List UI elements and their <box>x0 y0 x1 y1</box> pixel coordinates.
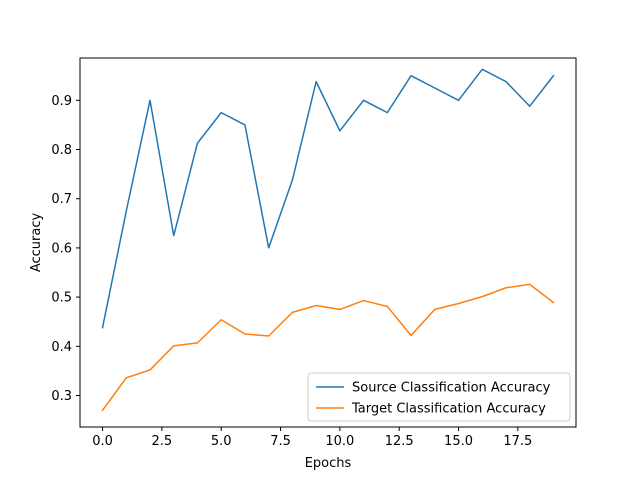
legend-box <box>307 372 571 422</box>
x-tick-label: 10.0 <box>325 434 354 449</box>
x-tick-label: 17.5 <box>503 434 532 449</box>
y-tick-label: 0.6 <box>51 241 72 256</box>
legend-label-1: Target Classification Accuracy <box>351 402 546 417</box>
series-line-0 <box>101 68 555 329</box>
y-axis: 0.3 0.4 0.5 0.6 0.7 0.8 0.9 <box>51 94 80 404</box>
y-tick-label: 0.3 <box>51 389 72 404</box>
y-tick-label: 0.4 <box>51 340 72 355</box>
x-tick-label: 15.0 <box>444 434 473 449</box>
y-tick-label: 0.5 <box>51 291 72 306</box>
x-axis: 0.0 2.5 5.0 7.5 10.0 12.5 15.0 17.5 <box>92 427 532 449</box>
x-tick-label: 12.5 <box>385 434 414 449</box>
legend-label-0: Source Classification Accuracy <box>352 381 551 396</box>
series-layer <box>101 68 555 412</box>
x-tick-label: 2.5 <box>152 434 173 449</box>
plot-area-frame <box>79 57 577 428</box>
x-axis-title: Epochs <box>305 456 352 471</box>
x-tick-label: 0.0 <box>92 434 113 449</box>
y-tick-label: 0.9 <box>51 94 72 109</box>
x-tick-label: 7.5 <box>270 434 291 449</box>
series-line-1 <box>101 283 555 412</box>
legend: Source Classification Accuracy Target Cla… <box>307 372 571 422</box>
y-tick-label: 0.7 <box>51 192 72 207</box>
y-tick-label: 0.8 <box>51 143 72 158</box>
x-tick-label: 5.0 <box>211 434 232 449</box>
y-axis-title: Accuracy <box>29 213 44 273</box>
